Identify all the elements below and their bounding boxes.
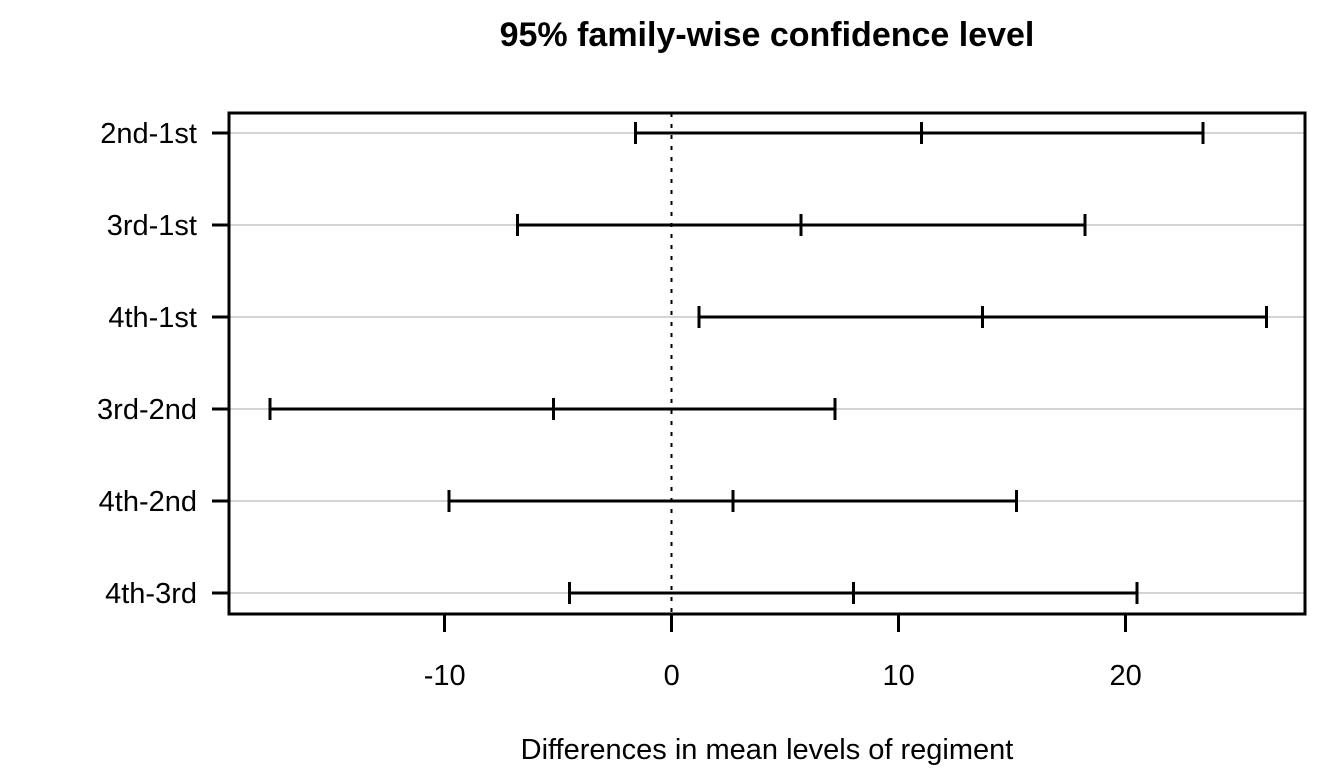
y-axis-label: 4th-2nd bbox=[99, 486, 197, 518]
y-axis-label: 4th-1st bbox=[108, 302, 197, 334]
y-axis-label: 3rd-2nd bbox=[97, 394, 197, 426]
x-axis-label: Differences in mean levels of regiment bbox=[520, 734, 1014, 766]
x-tick-label: 10 bbox=[883, 660, 915, 692]
x-tick-label: -10 bbox=[424, 660, 466, 692]
y-axis-label: 2nd-1st bbox=[100, 118, 197, 150]
plot-border bbox=[227, 111, 1307, 616]
chart-title: 95% family-wise confidence level bbox=[499, 16, 1035, 54]
x-tick-label: 20 bbox=[1110, 660, 1142, 692]
x-tick-label: 0 bbox=[664, 660, 680, 692]
y-axis-label: 4th-3rd bbox=[105, 578, 197, 610]
y-axis-label: 3rd-1st bbox=[107, 210, 197, 242]
